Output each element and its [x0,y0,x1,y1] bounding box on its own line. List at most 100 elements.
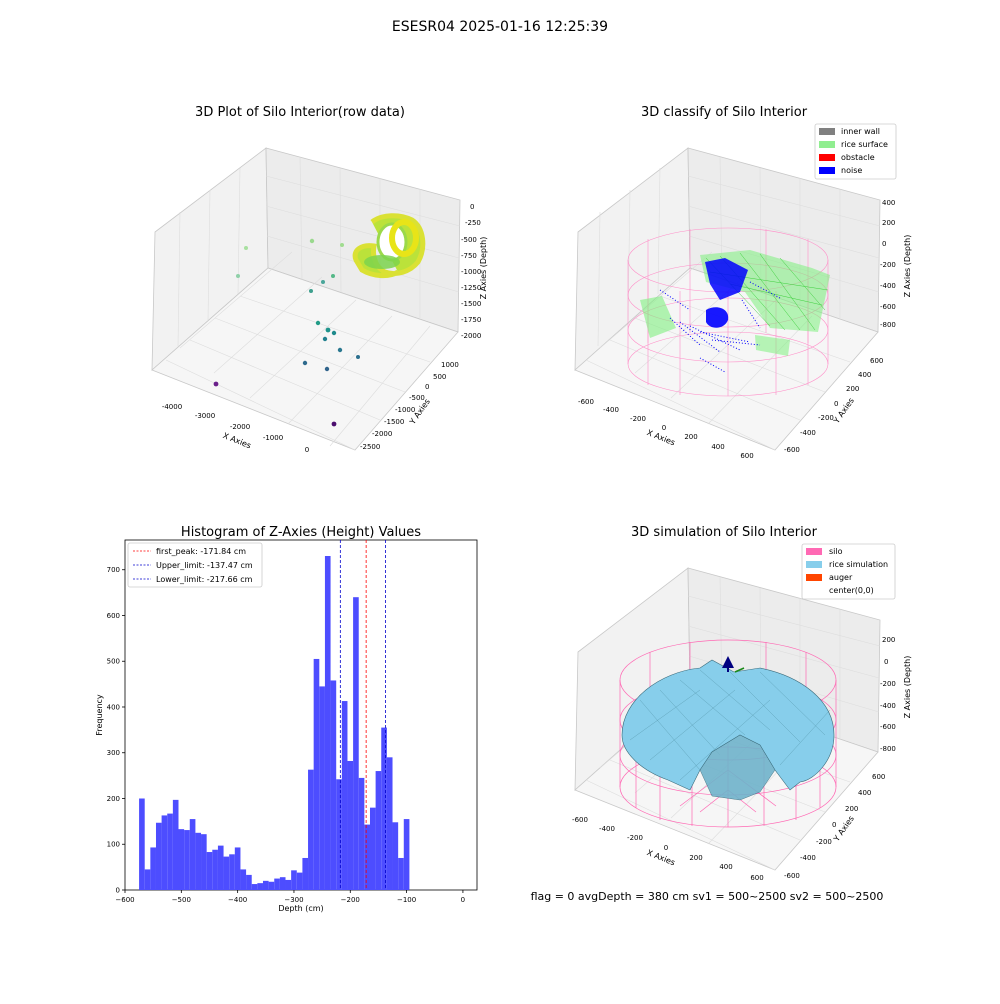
classify-legend: inner wall rice surface obstacle noise [814,123,897,180]
raw-z-tick: -1000 [461,268,481,276]
classify-z-tick: -200 [880,261,896,269]
raw-point [331,421,337,427]
histogram-bar [155,822,162,890]
x-tick-label: 0 [461,896,465,904]
histogram-bar [172,799,179,890]
raw-point [302,360,308,366]
raw-point [356,355,360,359]
raw-z-tick: -2000 [461,332,481,340]
histogram-bar [369,807,376,890]
histogram-bar [313,658,320,890]
histogram-bar [257,883,263,890]
raw-x-tick: 0 [305,446,309,454]
raw-cluster-ring-outer [389,219,419,257]
histogram-bar [144,869,151,890]
histogram-bar [195,832,202,890]
raw-z-tick: 0 [470,203,474,211]
classify-inner-wall-wireframe [627,227,829,397]
histogram-bar [353,597,359,890]
classify-panel-title: 3D classify of Silo Interior [641,105,808,120]
histogram-bar [189,819,196,890]
raw-z-tick: -1250 [461,284,481,292]
histogram-bar [161,815,168,890]
simulation-z-label: Z Axies (Depth) [903,656,912,719]
classify-x-tick: -600 [578,398,594,406]
histogram-bar [291,870,297,890]
histogram-bar [268,881,275,890]
raw-data-panel: 3D Plot of Silo Interior(row data) [151,105,488,454]
x-tick-label: −300 [284,896,303,904]
raw-panel-title: 3D Plot of Silo Interior(row data) [195,105,405,120]
raw-y-tick: -500 [409,394,425,402]
simulation-x-label: X Axies [646,848,677,867]
simulation-x-tick: 600 [750,874,763,882]
simulation-x-tick: -600 [572,816,588,824]
raw-x-tick: -4000 [162,403,182,411]
raw-z-tick: -500 [461,236,477,244]
y-tick-label: 400 [107,703,120,711]
histogram-bar [302,857,309,890]
histogram-bar [240,869,247,890]
histogram-bar [274,878,280,890]
raw-y-ticks: 1000 500 0 -500 -1000 -1500 -2000 -2500 [360,361,459,451]
x-tick-label: −600 [115,896,134,904]
classify-z-tick: -600 [880,303,896,311]
classify-z-tick: 0 [882,240,886,248]
simulation-y-tick: 200 [845,805,858,813]
legend-label: obstacle [841,153,875,162]
classify-y-tick: 400 [858,371,871,379]
classify-x-tick: -400 [603,406,619,414]
y-tick-label: 600 [107,612,120,620]
classify-y-tick: 200 [846,385,859,393]
raw-x-tick: -1000 [263,434,283,442]
raw-z-tick: -750 [461,252,477,260]
legend-label: rice simulation [829,560,888,569]
histogram-bar [324,556,331,890]
classify-y-tick: -200 [818,414,834,422]
raw-x-tick: -2000 [230,423,250,431]
simulation-z-tick: -600 [880,723,896,731]
histogram-bar [392,822,399,890]
simulation-z-tick: -200 [880,680,896,688]
y-tick-label: 300 [107,749,120,757]
classify-z-tick: 200 [882,219,895,227]
raw-x-tick: -3000 [195,412,215,420]
histogram-x-ticks: −600 −500 −400 −300 −200 −100 0 [115,890,465,904]
histogram-bar [262,880,269,890]
legend-label: noise [841,166,862,175]
legend-label: silo [829,547,843,556]
raw-x-label: X Axies [222,431,253,450]
histogram-bars [139,556,410,890]
simulation-x-tick: 0 [664,844,668,852]
legend-swatch-obstacle [819,154,835,161]
histogram-bar [319,686,325,890]
simulation-x-tick: -400 [599,825,615,833]
raw-x-ticks: -4000 -3000 -2000 -1000 0 [162,403,309,454]
histogram-x-label: Depth (cm) [278,904,323,913]
histogram-bar [347,760,354,890]
legend-label: Upper_limit: -137.47 cm [156,561,253,570]
histogram-bar [285,879,292,890]
raw-point [309,238,315,244]
histogram-bar [150,847,156,890]
simulation-x-ticks: -600 -400 -200 0 200 400 600 [572,816,764,882]
histogram-bar [217,845,224,890]
classify-x-tick: 600 [740,452,753,460]
simulation-y-ticks: 600 400 200 0 -200 -400 -600 [784,773,885,880]
classify-z-tick: 400 [882,199,895,207]
raw-point [337,347,343,353]
legend-swatch-noise [819,167,835,174]
histogram-y-ticks: 0 100 200 300 400 500 600 700 [107,566,125,895]
classify-z-label: Z Axies (Depth) [903,235,912,298]
simulation-x-tick: 400 [719,863,732,871]
raw-y-tick: 0 [425,383,429,391]
simulation-legend: silo rice simulation auger center(0,0) [801,543,896,600]
simulation-panel-title: 3D simulation of Silo Interior [631,525,818,540]
simulation-z-tick: -800 [880,745,896,753]
x-tick-label: −100 [397,896,416,904]
histogram-bar [341,701,348,890]
histogram-bar [184,830,190,890]
simulation-z-tick: 200 [882,636,895,644]
raw-point [324,366,330,372]
